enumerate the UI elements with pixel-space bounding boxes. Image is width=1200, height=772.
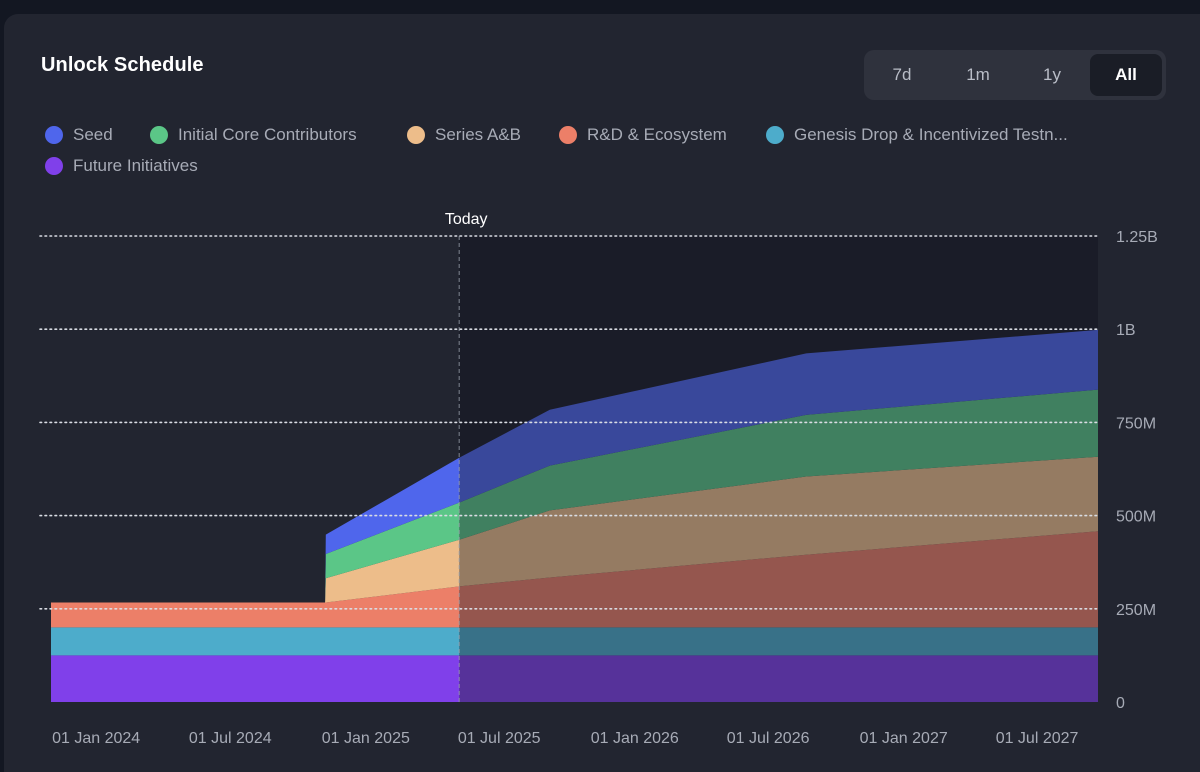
y-tick-label: 250M bbox=[1116, 602, 1156, 619]
y-tick-label: 1B bbox=[1116, 322, 1136, 339]
range-7d-button[interactable]: 7d bbox=[892, 65, 912, 84]
legend-label: Genesis Drop & Incentivized Testn... bbox=[794, 125, 1068, 144]
x-tick-label: 01 Jan 2024 bbox=[52, 730, 140, 747]
x-tick-label: 01 Jan 2025 bbox=[322, 730, 410, 747]
x-tick-label: 01 Jul 2024 bbox=[189, 730, 272, 747]
x-tick-label: 01 Jul 2027 bbox=[996, 730, 1079, 747]
y-tick-label: 1.25B bbox=[1116, 229, 1158, 246]
legend-dot bbox=[45, 126, 63, 144]
legend-dot bbox=[45, 157, 63, 175]
area-layers bbox=[51, 329, 1098, 702]
area-future-initiatives bbox=[51, 655, 1098, 702]
legend-dot bbox=[766, 126, 784, 144]
range-1m-button[interactable]: 1m bbox=[966, 65, 990, 84]
y-tick-label: 0 bbox=[1116, 695, 1125, 712]
legend-label: Seed bbox=[73, 125, 113, 144]
legend-label: R&D & Ecosystem bbox=[587, 125, 727, 144]
legend-label: Initial Core Contributors bbox=[178, 125, 357, 144]
today-label: Today bbox=[445, 211, 488, 228]
legend-dot bbox=[559, 126, 577, 144]
legend-label: Future Initiatives bbox=[73, 156, 198, 175]
y-tick-label: 750M bbox=[1116, 415, 1156, 432]
legend-label: Series A&B bbox=[435, 125, 521, 144]
legend-dot bbox=[150, 126, 168, 144]
range-1y-button[interactable]: 1y bbox=[1043, 65, 1061, 84]
area-genesis-drop-incentivized-testn- bbox=[51, 627, 1098, 656]
time-range-selector: 7d 1m 1y All bbox=[864, 50, 1166, 100]
x-tick-label: 01 Jul 2026 bbox=[727, 730, 810, 747]
x-tick-label: 01 Jan 2026 bbox=[591, 730, 679, 747]
card-title: Unlock Schedule bbox=[41, 54, 204, 76]
future-dim-overlay bbox=[459, 236, 1098, 702]
range-all-button[interactable]: All bbox=[1090, 54, 1162, 96]
area-r-d-ecosystem bbox=[51, 531, 1098, 628]
area-initial-core-contributors bbox=[51, 389, 1098, 603]
area-seed bbox=[51, 329, 1098, 603]
y-tick-label: 500M bbox=[1116, 509, 1156, 526]
x-tick-label: 01 Jan 2027 bbox=[860, 730, 948, 747]
area-series-a-b bbox=[51, 456, 1098, 603]
legend-dot bbox=[407, 126, 425, 144]
x-tick-label: 01 Jul 2025 bbox=[458, 730, 541, 747]
